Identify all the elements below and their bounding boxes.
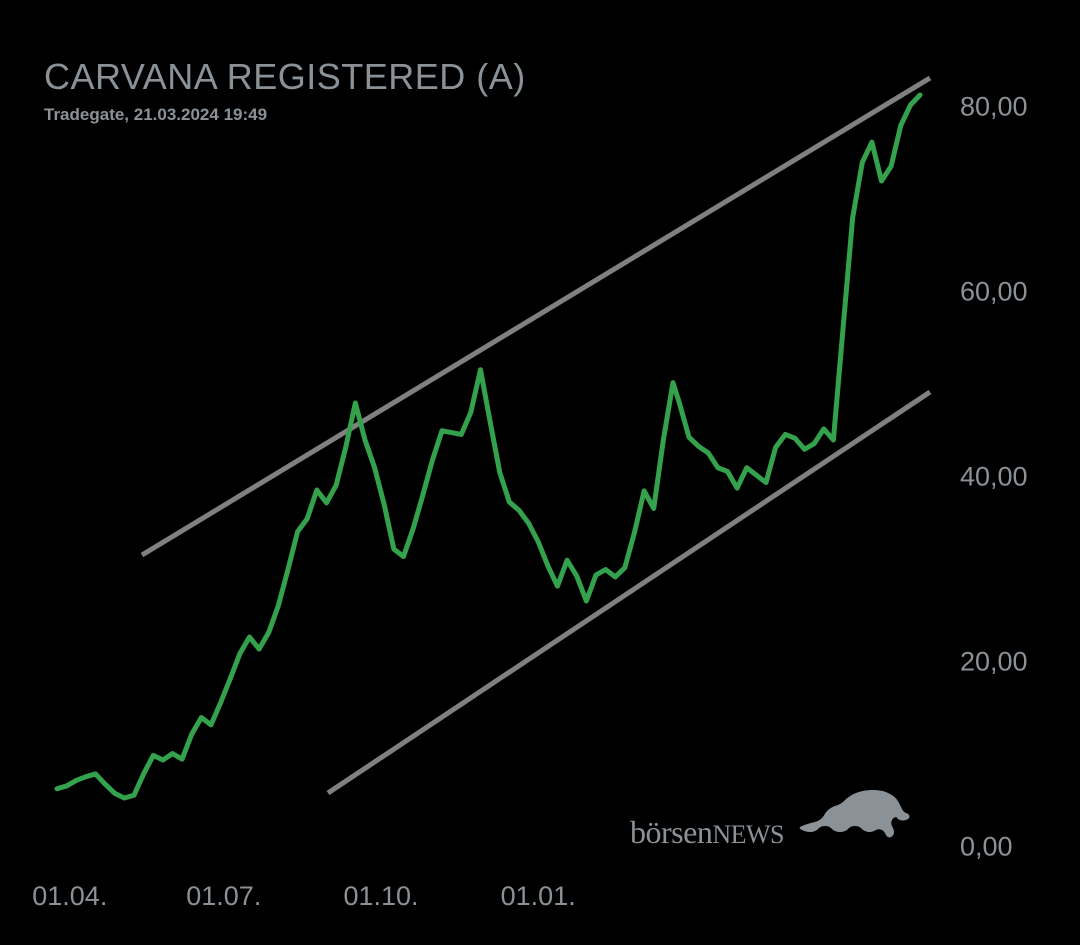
price-line-series [54,92,923,801]
x-axis-tick-label: 01.10. [343,881,419,911]
y-axis-tick-label: 80,00 [960,91,1028,122]
brand-wordmark-light: börsen [630,814,713,850]
chart-header: CARVANA REGISTERED (A) Tradegate, 21.03.… [44,56,744,126]
brand-logo: börsenNEWS [630,781,910,855]
x-axis-tick-label: 01.07. [186,881,262,911]
y-axis-tick-label: 20,00 [960,646,1028,677]
page-title: CARVANA REGISTERED (A) [44,56,526,97]
brand-wordmark: börsenNEWS [630,814,784,851]
x-axis-tick-label: 01.01. [500,881,576,911]
upper-resistance-trendline [140,75,932,558]
price-series-group [54,92,923,801]
lower-support-trendline [326,389,932,796]
brand-wordmark-bold: NEWS [712,820,784,849]
x-axis-tick-label: 01.04. [32,881,108,911]
chart-subtitle: Tradegate, 21.03.2024 19:49 [44,105,268,124]
trendlines-group [140,75,932,796]
y-axis-tick-label: 40,00 [960,461,1028,492]
bull-icon [799,790,910,838]
y-axis-tick-label: 0,00 [960,831,1013,862]
y-axis-tick-label: 60,00 [960,276,1028,307]
